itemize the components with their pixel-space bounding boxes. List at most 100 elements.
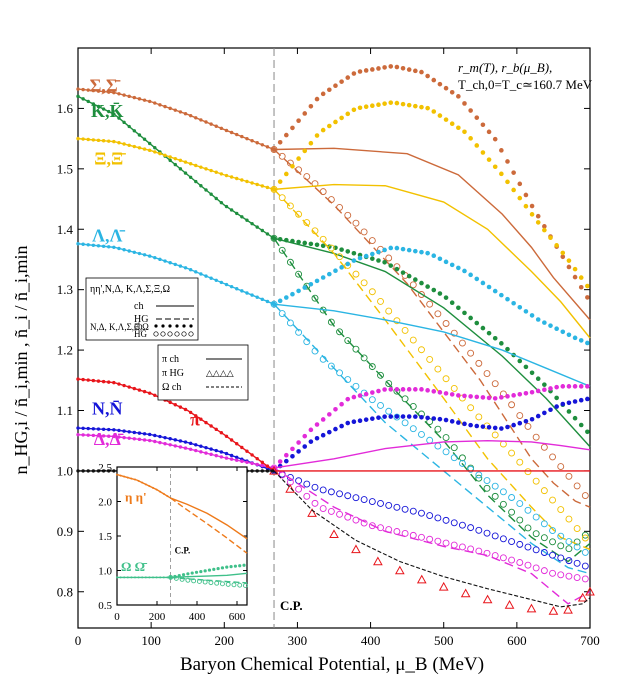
series-nn-hg-circle [409, 507, 417, 515]
series-kk-hg-circle [278, 246, 286, 254]
series--low-point [153, 150, 157, 154]
series--ch-dot [486, 284, 492, 290]
series--low-point [142, 147, 147, 151]
inset--label: Ω Ω̄ [121, 559, 147, 574]
main-y-tick-label: 1.0 [57, 463, 73, 478]
series-nn-ch-dot [542, 410, 547, 416]
series-kk-hg-circle [581, 531, 589, 539]
series--hg-circle [368, 237, 376, 245]
series--ch-line [273, 303, 591, 387]
series--low-point [219, 280, 224, 285]
series--low-point [101, 89, 106, 94]
series--hg-circle [540, 520, 548, 528]
series-kk-hg-circle [516, 516, 524, 524]
series--ch-dot [308, 281, 314, 287]
series--hg-circle [352, 219, 360, 227]
series-nn-hg-circle [393, 503, 401, 511]
series--low-point [147, 438, 152, 443]
series--hg-circle [532, 564, 540, 572]
series--ch-dot [320, 417, 326, 422]
series--ch-dot [523, 192, 529, 198]
series--hg-line [273, 188, 591, 551]
series--low-point [229, 284, 234, 289]
series--ch-dot [388, 100, 394, 105]
main-y-tick-label: 1.1 [57, 403, 73, 418]
series--low-point [194, 116, 198, 120]
main-y-tick-label: 0.8 [57, 584, 73, 599]
series-nn-ch-dot [505, 424, 510, 430]
series--ch-dot [456, 265, 461, 271]
series--hg-circle [442, 375, 450, 383]
series--low-point [235, 458, 239, 462]
series-nn-ch-dot [560, 401, 566, 407]
main-y-tick-label: 0.9 [57, 524, 73, 539]
series--hg-circle [549, 569, 557, 577]
series--ch-dot [400, 246, 406, 252]
series--low-point [91, 138, 96, 142]
series-kk-ch-dot [345, 249, 351, 254]
series-kk-hg-circle [475, 474, 483, 482]
series--ch-dot [333, 406, 338, 412]
series--low-point [183, 111, 188, 116]
series--low-point [76, 377, 80, 381]
series--hg-circle [565, 572, 573, 580]
series--ch-dot [406, 387, 412, 392]
series--ch-dot [425, 388, 430, 393]
series-chblack-low-point [96, 469, 101, 473]
series--ch-dot [474, 276, 480, 282]
series-nn-ch-dot [284, 458, 289, 464]
series--label: Ξ,Ξ̄ [94, 149, 126, 169]
series-nn-ch-dot [327, 429, 332, 435]
series--ch-dot [277, 298, 283, 304]
series--ch-dot [333, 268, 338, 274]
series--ch-dot [345, 396, 351, 402]
series--hg-circle [581, 492, 589, 500]
series--ch-dot [585, 295, 590, 300]
series--low-point [168, 261, 172, 265]
series--low-point [245, 460, 249, 465]
series-kk-ch-dot [492, 335, 498, 341]
series-kk-low-point [107, 109, 111, 114]
legend-group2-row-label: ch [134, 321, 143, 331]
series--ch-dot [376, 66, 381, 71]
series--ch-dot [443, 391, 449, 396]
series-kk-ch-dot [523, 364, 529, 370]
inset-critical-point-label: C.P. [175, 545, 191, 555]
series--ch-dot [492, 396, 498, 401]
series-kk-ch-dot [554, 395, 559, 401]
series--low-point [158, 103, 162, 107]
series--hg-triangle [351, 544, 361, 554]
series--ch-dot [406, 247, 412, 253]
series--low-point [188, 410, 193, 415]
series--ch-dot [284, 295, 289, 300]
inset--hg-circle [225, 581, 231, 587]
legend-group1-names: ηη',N,Δ, K,Λ,Σ,Ξ,Ω [90, 284, 170, 295]
series--low-point [127, 143, 131, 147]
series-nn-low-point [132, 430, 137, 435]
series--ch-dot [449, 392, 455, 397]
inset--low-point [137, 479, 140, 482]
series-nn-hg-circle [311, 483, 319, 491]
series--low-point [86, 378, 90, 382]
series-kk-low-point [147, 141, 152, 146]
series-nn-hg-circle [450, 519, 458, 527]
series--ch-dot [499, 148, 504, 153]
series--low-point [255, 462, 259, 467]
series-kk-ch-dot [535, 376, 541, 382]
series-nn-low-point [76, 426, 80, 430]
series--ch-dot [505, 394, 510, 399]
legend-group2-names: N,Δ, K,Λ,Σ,Ξ,Ω [90, 322, 149, 332]
series--low-point [76, 136, 80, 141]
series-nn-low-point [137, 431, 142, 435]
series--ch-dot [529, 203, 535, 209]
series--low-point [91, 88, 96, 93]
series--ch-dot [572, 274, 578, 280]
series-kk-hg-circle [385, 380, 393, 388]
series--ch-dot [505, 179, 510, 185]
series--low-point [260, 297, 265, 302]
series--ch-dot [302, 148, 308, 154]
series--hg-circle [295, 166, 303, 174]
series-nn-ch-dot [449, 419, 455, 424]
series--hg-circle [409, 531, 417, 539]
series--ch-dot [413, 103, 418, 109]
